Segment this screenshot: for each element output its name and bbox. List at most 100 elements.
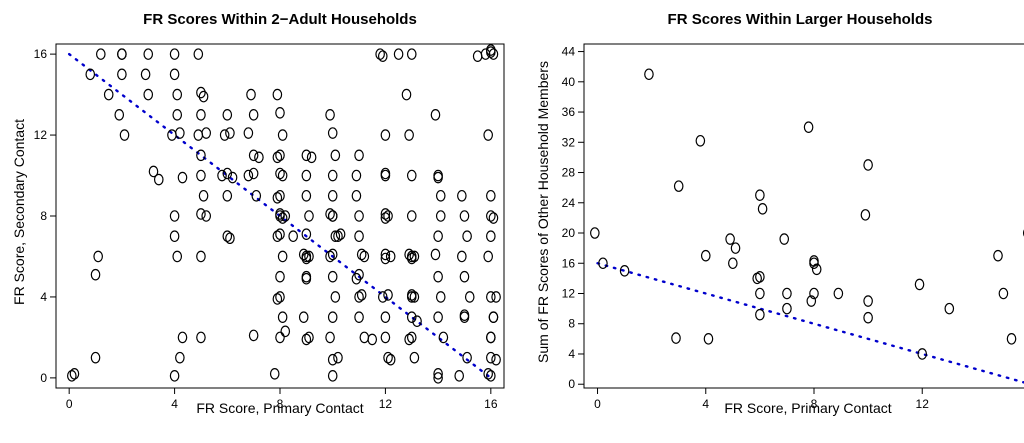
- right-data-point: [914, 278, 925, 291]
- left-data-point: [222, 109, 233, 121]
- left-data-point: [196, 149, 206, 162]
- left-data-point: [491, 291, 501, 303]
- left-data-point: [327, 311, 338, 323]
- right-data-point: [590, 227, 600, 239]
- left-data-point: [354, 268, 364, 281]
- left-data-point: [225, 127, 235, 139]
- left-data-point: [325, 109, 335, 121]
- right-data-point: [944, 302, 955, 315]
- left-data-point: [227, 171, 238, 184]
- right-data-point: [757, 203, 768, 215]
- right-x-tick-label: 4: [702, 397, 709, 411]
- left-data-point: [153, 173, 164, 186]
- left-data-point: [301, 169, 312, 182]
- left-data-point: [412, 315, 422, 328]
- left-data-point: [96, 48, 106, 60]
- right-y-tick-label: 36: [562, 105, 576, 119]
- left-data-point: [85, 68, 96, 81]
- left-data-point: [433, 368, 443, 380]
- right-y-tick-label: 20: [562, 226, 576, 240]
- left-data-point: [219, 129, 230, 141]
- right-data-point: [728, 257, 738, 270]
- left-data-point: [177, 331, 188, 344]
- left-data-point: [167, 129, 177, 141]
- left-data-point: [406, 169, 417, 182]
- left-data-point: [69, 368, 80, 380]
- left-data-point: [435, 189, 446, 202]
- left-data-point: [406, 291, 417, 303]
- left-data-point: [198, 189, 209, 202]
- right-data-point: [998, 287, 1009, 300]
- left-data-point: [119, 129, 130, 141]
- right-reference-line: [596, 262, 1024, 384]
- right-data-point: [993, 249, 1003, 262]
- right-data-point: [755, 287, 765, 300]
- left-data-point: [486, 370, 496, 382]
- right-data-point: [725, 233, 735, 245]
- left-data-point: [433, 311, 443, 323]
- left-data-point: [327, 189, 338, 202]
- left-data-point: [487, 0, 495, 5]
- right-data-point: [809, 257, 819, 270]
- right-x-tick-label: 0: [594, 397, 601, 411]
- left-data-point: [217, 169, 227, 182]
- left-data-point: [275, 167, 285, 180]
- left-data-point: [243, 169, 254, 182]
- left-data-point: [351, 169, 362, 182]
- left-data-point: [254, 151, 264, 164]
- left-data-point: [243, 127, 254, 139]
- right-data-point: [755, 189, 765, 202]
- left-data-point: [367, 333, 378, 346]
- left-data-point: [288, 230, 298, 243]
- left-data-point: [177, 171, 188, 184]
- left-x-tick-label: 8: [277, 397, 284, 411]
- left-data-point: [327, 210, 338, 222]
- left-data-point: [196, 250, 206, 263]
- left-data-point: [90, 351, 101, 364]
- left-data-point: [406, 48, 417, 60]
- left-data-point: [301, 189, 312, 202]
- left-data-point: [269, 368, 280, 380]
- right-y-axis-label: Sum of FR Scores of Other Household Memb…: [535, 61, 551, 363]
- left-data-point: [272, 293, 283, 305]
- left-data-point: [486, 351, 496, 364]
- right-data-point: [782, 302, 792, 315]
- left-data-point: [277, 212, 288, 224]
- left-data-point: [383, 289, 393, 301]
- left-y-tick-label: 12: [34, 128, 48, 142]
- left-data-point: [464, 291, 475, 303]
- left-data-point: [196, 208, 206, 220]
- left-data-point: [140, 68, 151, 81]
- left-x-axis-label: FR Score, Primary Contact: [196, 400, 363, 416]
- left-data-point: [351, 189, 362, 202]
- left-data-point: [169, 210, 180, 222]
- left-data-point: [304, 250, 314, 263]
- left-data-point: [301, 333, 312, 346]
- left-data-point: [359, 250, 370, 263]
- right-data-point: [860, 209, 871, 221]
- left-data-point: [486, 44, 496, 56]
- left-reference-line: [67, 52, 493, 380]
- right-data-point: [703, 333, 714, 345]
- right-plot-frame: [583, 43, 1024, 389]
- left-data-point: [356, 248, 367, 261]
- left-data-point: [275, 189, 285, 202]
- left-data-point: [201, 127, 212, 139]
- left-data-point: [383, 210, 393, 222]
- right-x-tick-label: 8: [811, 397, 818, 411]
- left-data-point: [488, 48, 499, 60]
- left-data-point: [304, 210, 314, 222]
- left-data-point: [67, 370, 77, 382]
- right-y-tick-label: 24: [562, 196, 576, 210]
- left-data-point: [272, 88, 283, 101]
- left-data-point: [327, 248, 338, 261]
- right-data-point: [730, 242, 741, 254]
- left-data-point: [193, 129, 204, 141]
- left-data-point: [404, 248, 414, 261]
- right-data-point: [863, 159, 873, 171]
- right-data-point: [803, 121, 814, 133]
- left-data-point: [491, 353, 501, 366]
- left-data-point: [351, 272, 362, 285]
- left-data-point: [275, 210, 285, 222]
